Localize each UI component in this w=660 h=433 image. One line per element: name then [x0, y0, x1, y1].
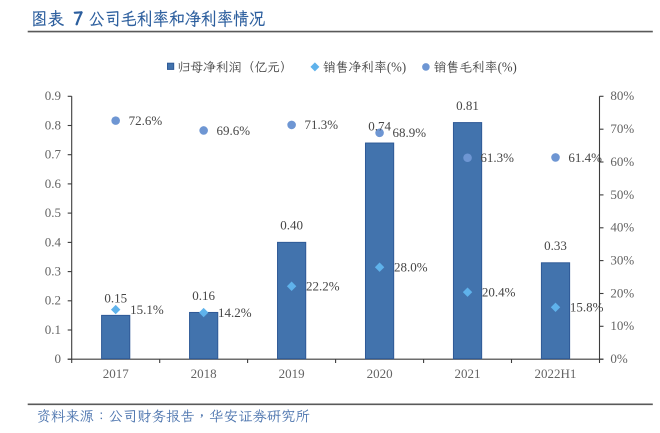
svg-text:22.2%: 22.2% — [306, 279, 340, 294]
svg-text:71.3%: 71.3% — [305, 117, 339, 132]
svg-text:2022H1: 2022H1 — [535, 366, 577, 381]
svg-text:15.8%: 15.8% — [570, 300, 604, 315]
svg-text:0.1: 0.1 — [45, 322, 61, 337]
svg-text:61.3%: 61.3% — [480, 150, 514, 165]
svg-text:50%: 50% — [610, 187, 634, 202]
svg-text:70%: 70% — [610, 121, 634, 136]
svg-text:0: 0 — [55, 351, 62, 366]
svg-text:0.33: 0.33 — [544, 238, 567, 253]
svg-text:资料来源：公司财务报告，华安证券研究所: 资料来源：公司财务报告，华安证券研究所 — [37, 409, 310, 425]
svg-text:公司毛利率和净利率情况: 公司毛利率和净利率情况 — [89, 9, 266, 29]
svg-text:0.2: 0.2 — [45, 293, 61, 308]
svg-text:14.2%: 14.2% — [218, 305, 252, 320]
svg-text:10%: 10% — [610, 318, 634, 333]
svg-text:0%: 0% — [610, 351, 628, 366]
svg-text:归母净利润（亿元）: 归母净利润（亿元） — [177, 60, 293, 75]
svg-text:0.9: 0.9 — [45, 88, 61, 103]
svg-text:2019: 2019 — [279, 366, 305, 381]
svg-text:20.4%: 20.4% — [482, 285, 516, 300]
svg-text:0.8: 0.8 — [45, 117, 61, 132]
svg-text:15.1%: 15.1% — [130, 302, 164, 317]
svg-text:销售净利率(%): 销售净利率(%) — [323, 60, 406, 75]
svg-text:0.74: 0.74 — [368, 118, 391, 133]
svg-text:28.0%: 28.0% — [394, 260, 428, 275]
svg-text:7: 7 — [73, 7, 84, 31]
svg-text:0.3: 0.3 — [45, 264, 61, 279]
svg-text:72.6%: 72.6% — [129, 113, 163, 128]
svg-text:60%: 60% — [610, 154, 634, 169]
svg-text:30%: 30% — [610, 253, 634, 268]
svg-text:0.81: 0.81 — [456, 98, 479, 113]
svg-text:0.6: 0.6 — [45, 176, 62, 191]
svg-text:0.16: 0.16 — [192, 288, 215, 303]
svg-text:0.5: 0.5 — [45, 205, 61, 220]
svg-text:0.40: 0.40 — [280, 218, 303, 233]
svg-text:2017: 2017 — [103, 366, 130, 381]
svg-text:40%: 40% — [610, 220, 634, 235]
svg-text:68.9%: 68.9% — [393, 125, 427, 140]
svg-text:2021: 2021 — [455, 366, 481, 381]
svg-text:69.6%: 69.6% — [217, 123, 251, 138]
svg-text:20%: 20% — [610, 285, 634, 300]
svg-text:61.4%: 61.4% — [568, 150, 602, 165]
svg-text:销售毛利率(%): 销售毛利率(%) — [434, 60, 517, 75]
svg-text:0.15: 0.15 — [104, 291, 127, 306]
svg-text:0.4: 0.4 — [45, 234, 62, 249]
svg-text:图表: 图表 — [31, 9, 64, 29]
svg-text:80%: 80% — [610, 88, 634, 103]
svg-text:2018: 2018 — [191, 366, 217, 381]
svg-text:2020: 2020 — [367, 366, 393, 381]
svg-text:0.7: 0.7 — [45, 147, 62, 162]
